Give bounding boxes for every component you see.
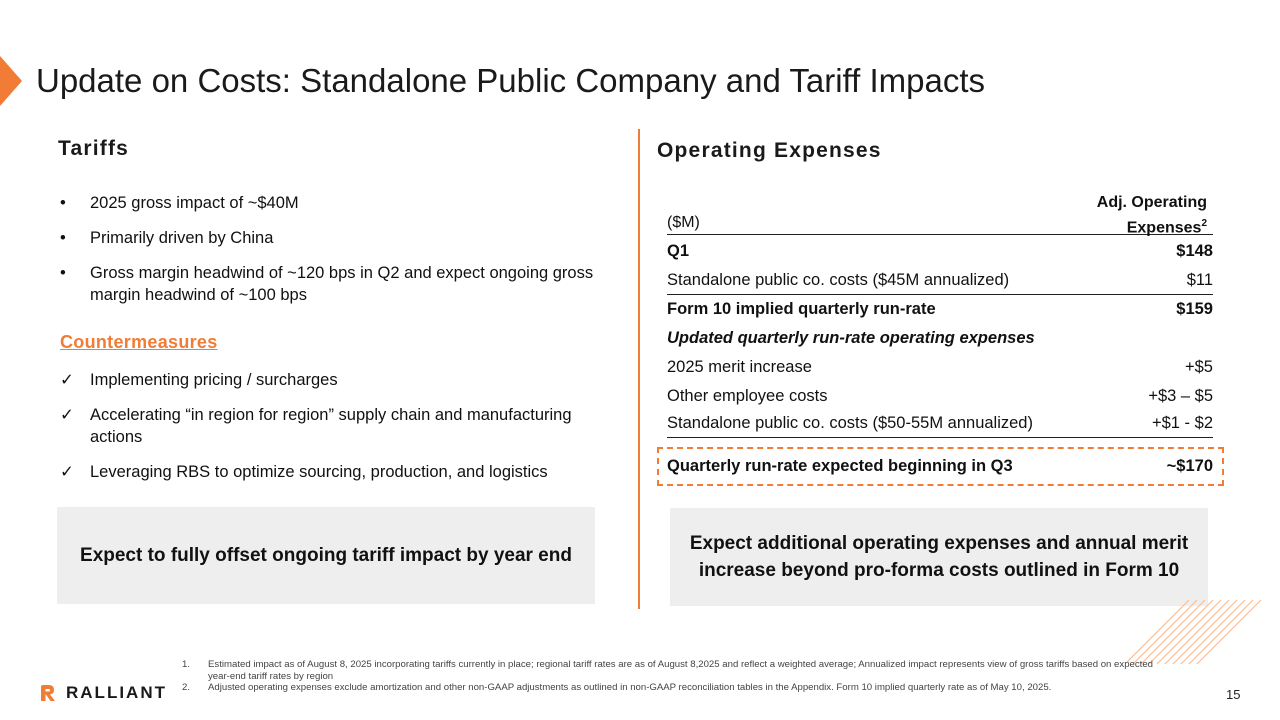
- row-value: $148: [1176, 242, 1213, 260]
- row-label: Form 10 implied quarterly run-rate: [667, 300, 936, 318]
- ralliant-logo: RALLIANT: [38, 683, 167, 703]
- footnote-item: 2. Adjusted operating expenses exclude am…: [182, 682, 1172, 694]
- tariff-bullet-list: • 2025 gross impact of ~$40M • Primarily d…: [60, 192, 600, 319]
- footnotes: 1. Estimated impact as of August 8, 2025 …: [182, 659, 1172, 694]
- tariffs-heading: Tariffs: [58, 137, 130, 160]
- highlight-box: [657, 447, 1224, 486]
- list-item: • 2025 gross impact of ~$40M: [60, 192, 600, 214]
- highlight-value: ~$170: [1166, 457, 1213, 475]
- list-item: ✓ Leveraging RBS to optimize sourcing, pr…: [60, 461, 600, 483]
- row-label: Q1: [667, 242, 690, 260]
- row-value: +$3 – $5: [1148, 387, 1213, 405]
- table-row: Q1 $148: [667, 237, 1213, 266]
- table-header: ($M) Adj. Operating Expenses2: [667, 192, 1213, 238]
- opex-callout: Expect additional operating expenses and…: [670, 508, 1208, 606]
- table-row: Updated quarterly run-rate operating exp…: [667, 324, 1213, 353]
- column-header-text: Adj. Operating Expenses: [1096, 194, 1207, 237]
- row-value: +$5: [1185, 358, 1213, 376]
- list-item: • Primarily driven by China: [60, 227, 600, 249]
- list-item: ✓ Accelerating “in region for region” sup…: [60, 404, 600, 448]
- footnote-text: Estimated impact as of August 8, 2025 in…: [208, 659, 1153, 682]
- bullet-icon: •: [60, 194, 66, 212]
- ralliant-logo-icon: [41, 685, 55, 701]
- row-value: $11: [1186, 270, 1213, 289]
- list-item: • Gross margin headwind of ~120 bps in Q2…: [60, 262, 600, 306]
- column-header: Adj. Operating Expenses2: [1047, 192, 1207, 238]
- footnote-number: 1.: [182, 659, 191, 670]
- table-row: Standalone public co. costs ($50-55M ann…: [667, 409, 1213, 438]
- row-label: Standalone public co. costs ($50-55M ann…: [667, 413, 1033, 432]
- bullet-icon: •: [60, 229, 66, 247]
- footnote-text: Adjusted operating expenses exclude amor…: [208, 682, 1052, 693]
- check-icon: ✓: [60, 371, 74, 389]
- bullet-text: 2025 gross impact of ~$40M: [90, 194, 299, 212]
- tariff-callout: Expect to fully offset ongoing tariff im…: [57, 507, 595, 604]
- check-icon: ✓: [60, 406, 74, 424]
- column-divider: [638, 129, 640, 609]
- row-label: Updated quarterly run-rate operating exp…: [667, 329, 1035, 347]
- decorative-lines: [1125, 600, 1262, 664]
- countermeasures-list: ✓ Implementing pricing / surcharges ✓ Acce…: [60, 369, 600, 496]
- slide-title: Update on Costs: Standalone Public Compa…: [36, 62, 985, 99]
- logo-text: RALLIANT: [66, 683, 167, 702]
- bullet-icon: •: [60, 264, 66, 282]
- row-label: Other employee costs: [667, 387, 828, 405]
- opex-heading: Operating Expenses: [657, 139, 882, 162]
- table-row: Other employee costs +$3 – $5: [667, 382, 1213, 411]
- bullet-text: Gross margin headwind of ~120 bps in Q2 …: [90, 264, 594, 304]
- countermeasures-heading: Countermeasures: [60, 332, 218, 352]
- footnote-item: 1. Estimated impact as of August 8, 2025 …: [182, 659, 1172, 682]
- row-label: 2025 merit increase: [667, 358, 812, 376]
- countermeasure-text: Accelerating “in region for region” supp…: [90, 406, 572, 446]
- countermeasure-text: Leveraging RBS to optimize sourcing, pro…: [90, 463, 548, 481]
- unit-label: ($M): [667, 214, 700, 231]
- row-value: $159: [1176, 300, 1213, 318]
- bullet-text: Primarily driven by China: [90, 229, 274, 247]
- highlight-label: Quarterly run-rate expected beginning in…: [667, 457, 1013, 475]
- table-row: Standalone public co. costs ($45M annual…: [667, 266, 1213, 295]
- row-value: +$1 - $2: [1151, 413, 1213, 432]
- check-icon: ✓: [60, 463, 74, 481]
- table-row: Form 10 implied quarterly run-rate $159: [667, 295, 1213, 324]
- accent-arrow-icon: [0, 56, 22, 106]
- countermeasure-text: Implementing pricing / surcharges: [90, 371, 338, 389]
- highlight-row: Quarterly run-rate expected beginning in…: [667, 452, 1213, 481]
- footnote-number: 2.: [182, 682, 191, 693]
- table-row: 2025 merit increase +$5: [667, 353, 1213, 382]
- row-label: Standalone public co. costs ($45M annual…: [667, 270, 1010, 289]
- list-item: ✓ Implementing pricing / surcharges: [60, 369, 600, 391]
- page-number: 15: [1226, 687, 1241, 702]
- footnote-ref: 2: [1201, 218, 1207, 229]
